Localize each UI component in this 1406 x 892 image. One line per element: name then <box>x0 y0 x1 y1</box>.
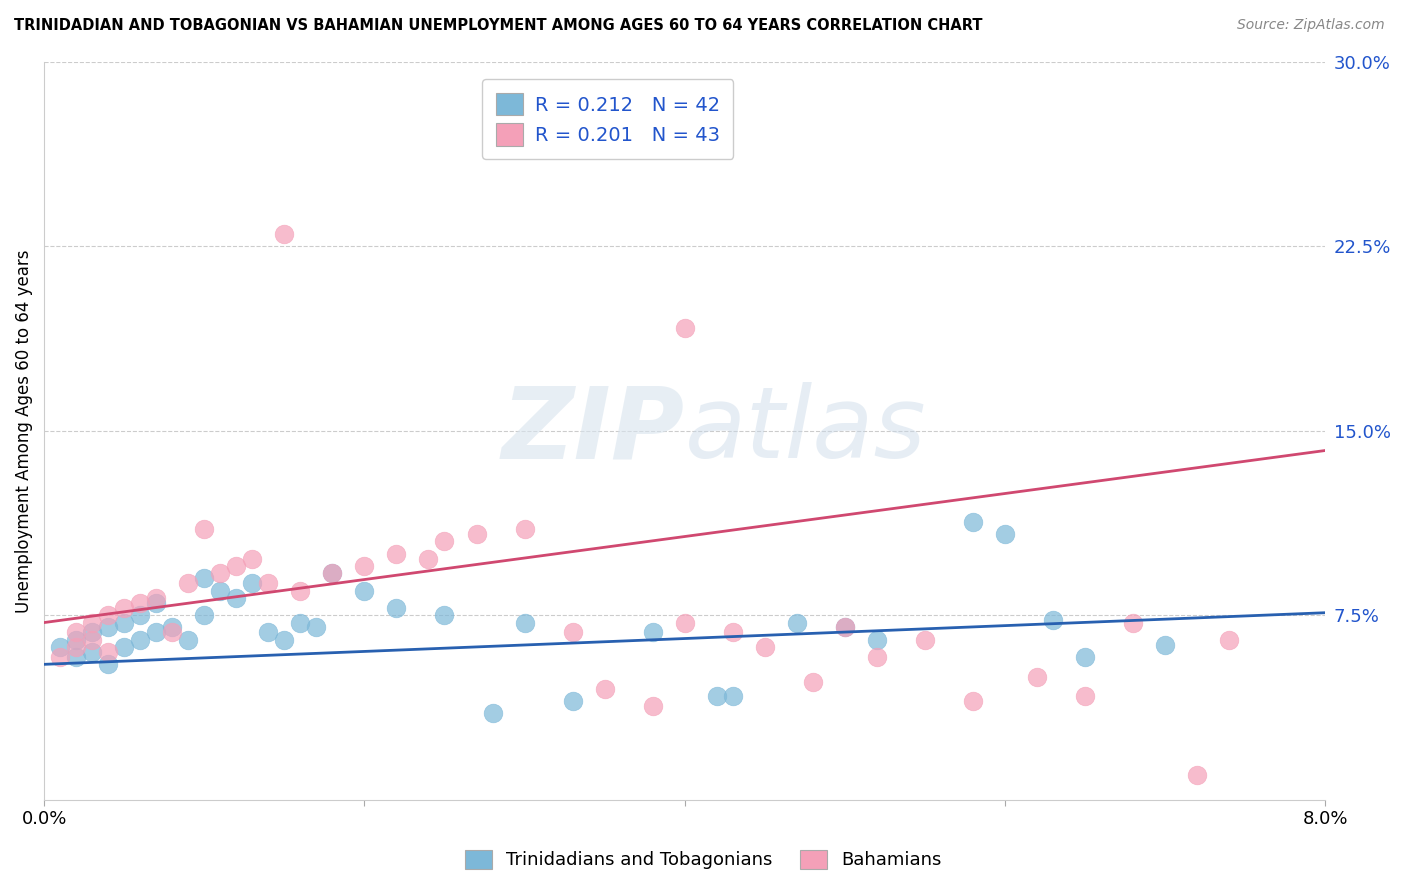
Point <box>240 551 263 566</box>
Point <box>385 547 408 561</box>
Point <box>962 515 984 529</box>
Point <box>1074 690 1097 704</box>
Point <box>754 640 776 654</box>
Point <box>513 615 536 630</box>
Point <box>193 522 215 536</box>
Point <box>866 650 889 665</box>
Text: TRINIDADIAN AND TOBAGONIAN VS BAHAMIAN UNEMPLOYMENT AMONG AGES 60 TO 64 YEARS CO: TRINIDADIAN AND TOBAGONIAN VS BAHAMIAN U… <box>14 18 983 33</box>
Point <box>1122 615 1144 630</box>
Point <box>465 527 488 541</box>
Point <box>65 632 87 647</box>
Point <box>82 615 104 630</box>
Point <box>593 681 616 696</box>
Point <box>834 620 856 634</box>
Point <box>112 640 135 654</box>
Point <box>385 600 408 615</box>
Point <box>177 576 200 591</box>
Y-axis label: Unemployment Among Ages 60 to 64 years: Unemployment Among Ages 60 to 64 years <box>15 249 32 613</box>
Point <box>145 596 167 610</box>
Point <box>834 620 856 634</box>
Point <box>129 596 152 610</box>
Point <box>129 608 152 623</box>
Point <box>112 615 135 630</box>
Text: Source: ZipAtlas.com: Source: ZipAtlas.com <box>1237 18 1385 32</box>
Point <box>49 650 72 665</box>
Point <box>145 625 167 640</box>
Point <box>273 632 295 647</box>
Legend: Trinidadians and Tobagonians, Bahamians: Trinidadians and Tobagonians, Bahamians <box>456 841 950 879</box>
Point <box>65 640 87 654</box>
Point <box>1218 632 1240 647</box>
Point <box>65 625 87 640</box>
Point <box>706 690 728 704</box>
Point <box>994 527 1017 541</box>
Point <box>240 576 263 591</box>
Point <box>641 699 664 714</box>
Point <box>914 632 936 647</box>
Point <box>225 559 247 574</box>
Point <box>1154 638 1177 652</box>
Point <box>801 674 824 689</box>
Point <box>321 566 343 581</box>
Point <box>721 690 744 704</box>
Point <box>209 583 232 598</box>
Point <box>481 706 503 721</box>
Point <box>513 522 536 536</box>
Point <box>561 694 583 708</box>
Point <box>433 534 456 549</box>
Point <box>273 227 295 242</box>
Point <box>49 640 72 654</box>
Point <box>962 694 984 708</box>
Point <box>641 625 664 640</box>
Point <box>177 632 200 647</box>
Point <box>1074 650 1097 665</box>
Legend: R = 0.212   N = 42, R = 0.201   N = 43: R = 0.212 N = 42, R = 0.201 N = 43 <box>482 79 734 159</box>
Point <box>97 657 120 672</box>
Point <box>353 583 375 598</box>
Point <box>225 591 247 605</box>
Point <box>1185 768 1208 782</box>
Point <box>193 608 215 623</box>
Point <box>673 615 696 630</box>
Point <box>82 645 104 659</box>
Point <box>786 615 808 630</box>
Point <box>97 620 120 634</box>
Point <box>321 566 343 581</box>
Point <box>97 608 120 623</box>
Point <box>82 625 104 640</box>
Point <box>1042 613 1064 627</box>
Point <box>257 576 280 591</box>
Text: ZIP: ZIP <box>502 383 685 479</box>
Point <box>353 559 375 574</box>
Point <box>673 320 696 334</box>
Point <box>145 591 167 605</box>
Point <box>112 600 135 615</box>
Point <box>65 650 87 665</box>
Point <box>82 632 104 647</box>
Point <box>1026 670 1049 684</box>
Point <box>418 551 440 566</box>
Text: atlas: atlas <box>685 383 927 479</box>
Point <box>866 632 889 647</box>
Point <box>160 625 183 640</box>
Point <box>290 583 312 598</box>
Point <box>257 625 280 640</box>
Point <box>433 608 456 623</box>
Point <box>97 645 120 659</box>
Point <box>129 632 152 647</box>
Point <box>561 625 583 640</box>
Point <box>209 566 232 581</box>
Point <box>193 571 215 585</box>
Point <box>160 620 183 634</box>
Point <box>721 625 744 640</box>
Point <box>290 615 312 630</box>
Point <box>305 620 328 634</box>
